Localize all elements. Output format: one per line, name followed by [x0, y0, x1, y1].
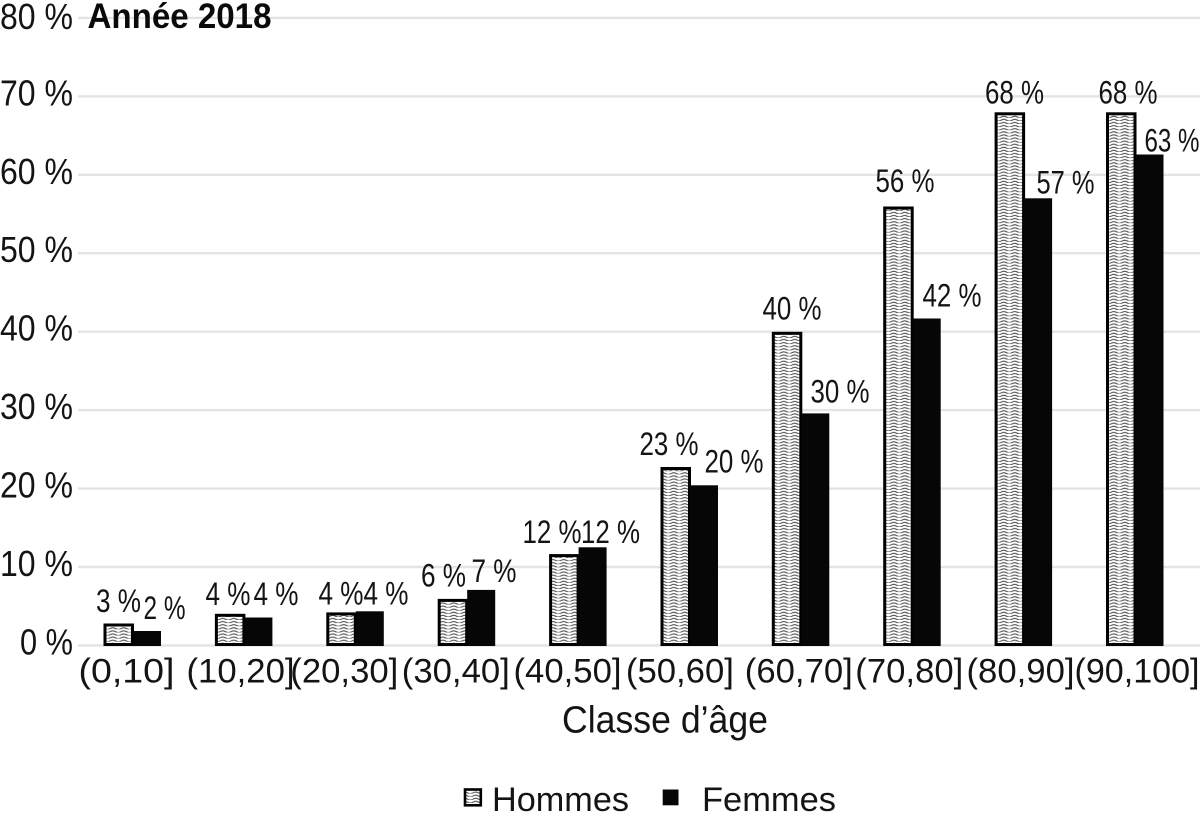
svg-text:(0,10]: (0,10] [79, 653, 175, 691]
svg-text:30 %: 30 % [811, 373, 870, 409]
svg-text:(80,90]: (80,90] [967, 653, 1075, 691]
svg-text:12 %: 12 % [523, 514, 582, 550]
svg-text:4 %: 4 % [364, 576, 409, 612]
svg-text:0 %: 0 % [20, 622, 73, 663]
svg-text:(10,20]: (10,20] [187, 653, 295, 691]
svg-text:(50,60]: (50,60] [626, 653, 734, 691]
svg-text:70 %: 70 % [0, 72, 73, 113]
svg-text:(20,30]: (20,30] [290, 653, 398, 691]
svg-text:(30,40]: (30,40] [402, 653, 510, 691]
svg-text:50 %: 50 % [0, 229, 73, 270]
svg-text:7 %: 7 % [472, 553, 517, 589]
svg-text:68 %: 68 % [1099, 74, 1158, 110]
svg-text:3 %: 3 % [96, 583, 141, 619]
svg-text:40 %: 40 % [763, 291, 822, 327]
svg-text:60 %: 60 % [0, 151, 73, 192]
svg-text:10 %: 10 % [0, 543, 73, 584]
svg-text:Année 2018: Année 2018 [88, 0, 272, 36]
svg-text:42 %: 42 % [923, 278, 982, 314]
svg-text:68 %: 68 % [985, 74, 1044, 110]
svg-text:2 %: 2 % [144, 590, 186, 626]
svg-text:Hommes: Hommes [492, 781, 629, 816]
svg-text:(90,100]: (90,100] [1075, 653, 1200, 691]
svg-text:4 %: 4 % [254, 576, 299, 612]
svg-text:56 %: 56 % [876, 163, 935, 199]
svg-text:(60,70]: (60,70] [745, 653, 853, 691]
svg-text:4 %: 4 % [319, 576, 364, 612]
svg-text:40 %: 40 % [0, 308, 73, 349]
svg-text:(70,80]: (70,80] [855, 653, 963, 691]
svg-text:23 %: 23 % [640, 426, 699, 462]
svg-text:12 %: 12 % [581, 514, 640, 550]
svg-text:Femmes: Femmes [702, 781, 836, 816]
svg-text:6 %: 6 % [421, 558, 466, 594]
svg-text:63 %: 63 % [1145, 123, 1200, 159]
svg-text:4 %: 4 % [206, 576, 251, 612]
svg-text:20 %: 20 % [705, 444, 764, 480]
svg-text:(40,50]: (40,50] [514, 653, 622, 691]
svg-text:57 %: 57 % [1037, 165, 1095, 201]
svg-text:80 %: 80 % [0, 0, 73, 37]
svg-text:Classe d’âge: Classe d’âge [562, 700, 768, 742]
svg-text:20 %: 20 % [0, 465, 73, 506]
svg-text:30 %: 30 % [0, 386, 73, 427]
